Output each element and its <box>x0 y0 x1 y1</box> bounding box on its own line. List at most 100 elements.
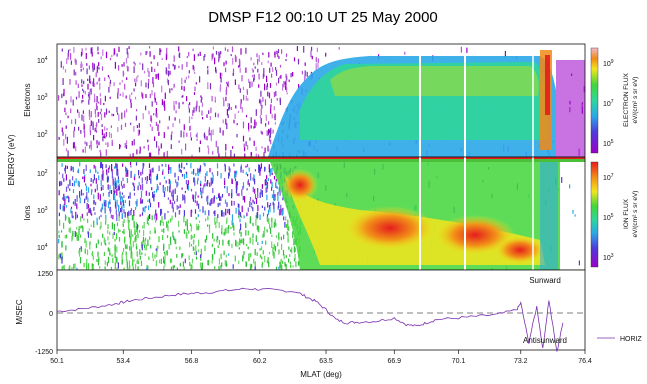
flux-speckle <box>166 221 168 228</box>
flux-speckle <box>74 231 76 238</box>
flux-speckle <box>285 73 287 79</box>
flux-speckle <box>182 261 184 267</box>
flux-speckle <box>268 128 270 134</box>
flux-speckle <box>204 54 206 57</box>
flux-speckle <box>257 242 259 246</box>
flux-speckle <box>114 244 116 252</box>
flux-speckle <box>114 182 117 185</box>
flux-speckle <box>222 239 224 246</box>
flux-speckle <box>142 236 145 243</box>
flux-speckle <box>268 52 270 58</box>
flux-speckle <box>167 225 169 232</box>
electron-colorbar: 109 107 105 ELECTRON FLUX eV/(cm² s sr e… <box>590 47 639 154</box>
flux-speckle <box>190 224 193 230</box>
flux-speckle <box>134 96 137 100</box>
flux-speckle <box>92 67 94 72</box>
flux-speckle <box>266 85 268 90</box>
flux-speckle <box>80 52 83 57</box>
flux-speckle <box>123 203 125 209</box>
flux-speckle <box>150 244 152 249</box>
flux-speckle <box>197 171 199 177</box>
flux-speckle <box>205 239 207 243</box>
flux-speckle <box>84 130 86 138</box>
flux-speckle <box>206 182 208 186</box>
flux-speckle <box>103 252 105 256</box>
flux-speckle <box>139 146 141 154</box>
flux-speckle <box>149 51 151 57</box>
flux-speckle <box>149 236 151 240</box>
flux-speckle <box>109 207 111 214</box>
flux-speckle <box>151 215 153 221</box>
flux-speckle <box>78 126 80 131</box>
flux-speckle <box>70 108 72 114</box>
electron-cb-tick-1-exp: 9 <box>611 59 614 65</box>
flux-speckle <box>190 132 192 138</box>
flux-speckle <box>126 178 128 184</box>
flux-speckle <box>150 61 152 64</box>
flux-speckle <box>253 78 255 82</box>
flux-speckle <box>279 99 281 105</box>
flux-speckle <box>278 77 280 84</box>
flux-speckle <box>234 255 236 262</box>
flux-speckle <box>127 52 129 59</box>
flux-speckle <box>152 252 154 259</box>
flux-speckle <box>133 175 136 181</box>
flux-speckle <box>252 207 254 212</box>
ion-cb-tick-2-base: 10 <box>603 215 611 222</box>
flux-speckle <box>135 201 137 205</box>
flux-speckle <box>85 196 87 200</box>
flux-speckle <box>163 260 165 264</box>
drift-panel-frame <box>56 269 586 351</box>
flux-speckle <box>100 162 102 168</box>
flux-speckle <box>239 212 242 217</box>
flux-speckle <box>113 191 116 195</box>
flux-speckle <box>272 129 274 134</box>
flux-speckle <box>275 50 277 55</box>
flux-speckle <box>148 78 150 84</box>
flux-speckle <box>181 162 183 169</box>
flux-speckle <box>122 163 124 167</box>
flux-speckle <box>199 76 201 83</box>
ion-colorbar: 107 105 103 ION FLUX eV/(cm² s sr eV) <box>590 161 639 268</box>
flux-speckle <box>58 230 60 234</box>
flux-speckle <box>215 221 217 225</box>
flux-speckle <box>294 238 296 246</box>
flux-speckle <box>106 262 108 267</box>
flux-speckle <box>268 167 270 173</box>
flux-speckle <box>137 185 139 191</box>
flux-speckle <box>253 174 255 181</box>
flux-speckle <box>172 265 174 270</box>
flux-speckle <box>278 266 280 270</box>
flux-speckle <box>146 267 148 270</box>
flux-speckle <box>268 121 270 125</box>
flux-speckle <box>115 163 117 168</box>
flux-speckle <box>215 51 218 55</box>
flux-speckle <box>82 149 84 153</box>
flux-speckle <box>574 214 576 217</box>
flux-speckle <box>90 183 92 187</box>
flux-speckle <box>209 182 211 187</box>
flux-speckle <box>281 49 283 54</box>
flux-speckle <box>237 241 239 247</box>
flux-speckle <box>100 162 102 169</box>
flux-speckle <box>194 86 196 92</box>
flux-speckle <box>59 254 61 259</box>
flux-speckle <box>273 209 275 213</box>
flux-speckle <box>231 192 233 199</box>
flux-speckle <box>61 127 63 132</box>
flux-speckle <box>96 81 98 85</box>
flux-speckle <box>58 190 60 196</box>
flux-speckle <box>100 151 102 156</box>
flux-speckle <box>274 218 276 223</box>
flux-speckle <box>162 235 164 240</box>
flux-speckle <box>271 172 273 175</box>
flux-speckle <box>226 81 228 84</box>
flux-speckle <box>232 68 235 76</box>
flux-speckle <box>242 169 244 174</box>
flux-speckle <box>133 210 135 217</box>
flux-speckle <box>285 85 287 90</box>
flux-speckle <box>83 90 85 93</box>
flux-speckle <box>155 113 157 117</box>
flux-speckle <box>271 186 273 191</box>
